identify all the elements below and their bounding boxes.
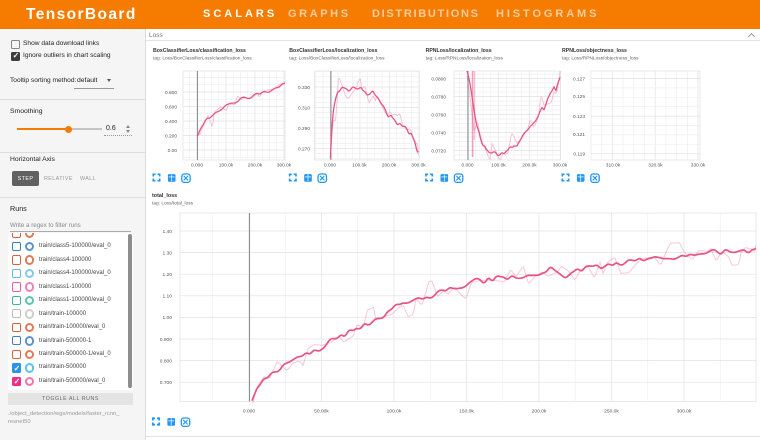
svg-text:330.0k: 330.0k <box>691 163 706 169</box>
svg-text:0.000: 0.000 <box>191 163 203 169</box>
svg-text:0.800: 0.800 <box>160 358 173 364</box>
svg-text:0.0740: 0.0740 <box>431 130 446 136</box>
svg-text:300.0k: 300.0k <box>553 163 568 169</box>
svg-text:0.310: 0.310 <box>298 105 310 111</box>
svg-text:100.0k: 100.0k <box>352 163 367 169</box>
svg-text:0.000: 0.000 <box>461 163 473 169</box>
svg-text:200.0k: 200.0k <box>522 163 537 169</box>
svg-text:0.000: 0.000 <box>324 163 336 169</box>
svg-text:250.0k: 250.0k <box>604 409 619 415</box>
svg-text:1.10: 1.10 <box>162 294 172 300</box>
svg-text:0.900: 0.900 <box>160 337 173 343</box>
svg-text:0.125: 0.125 <box>573 94 585 100</box>
svg-text:150.0k: 150.0k <box>459 409 474 415</box>
svg-text:0.00: 0.00 <box>168 148 178 154</box>
svg-text:310.0k: 310.0k <box>606 163 621 169</box>
svg-text:1.20: 1.20 <box>162 272 172 278</box>
svg-text:0.600: 0.600 <box>165 104 177 110</box>
svg-text:0.119: 0.119 <box>573 152 585 158</box>
svg-text:300.0k: 300.0k <box>677 409 692 415</box>
svg-text:RPNLoss/localization_loss: RPNLoss/localization_loss <box>426 48 492 54</box>
svg-text:0.127: 0.127 <box>573 76 585 82</box>
svg-text:0.0720: 0.0720 <box>431 148 446 154</box>
svg-text:0.290: 0.290 <box>298 126 310 132</box>
svg-text:200.0k: 200.0k <box>532 409 547 415</box>
svg-text:200.0k: 200.0k <box>248 163 263 169</box>
svg-text:1.40: 1.40 <box>162 229 172 235</box>
svg-text:tag: Loss/BoxClassifierLoss/cl: tag: Loss/BoxClassifierLoss/classificati… <box>153 56 252 62</box>
svg-text:BoxClassifierLoss/localization: BoxClassifierLoss/localization_loss <box>289 48 377 54</box>
svg-text:1.00: 1.00 <box>162 315 172 321</box>
svg-text:0.000: 0.000 <box>243 409 256 415</box>
svg-text:0.0780: 0.0780 <box>431 94 446 100</box>
svg-text:total_loss: total_loss <box>152 193 177 199</box>
svg-text:0.800: 0.800 <box>165 90 177 96</box>
svg-text:320.0k: 320.0k <box>648 163 663 169</box>
svg-text:50.00k: 50.00k <box>314 409 329 415</box>
svg-text:1.30: 1.30 <box>162 250 172 256</box>
svg-text:RPNLoss/objectness_loss: RPNLoss/objectness_loss <box>562 48 627 54</box>
svg-text:0.121: 0.121 <box>573 132 585 138</box>
svg-text:tag: Loss/BoxClassifierLoss/lo: tag: Loss/BoxClassifierLoss/localization… <box>289 56 385 62</box>
svg-text:0.200: 0.200 <box>165 133 177 139</box>
svg-text:tag: Loss/RPNLoss/objectness_l: tag: Loss/RPNLoss/objectness_loss <box>562 56 639 62</box>
svg-text:BoxClassifierLoss/classificati: BoxClassifierLoss/classification_loss <box>153 48 246 54</box>
svg-text:tag: Loss/total_loss: tag: Loss/total_loss <box>152 201 194 207</box>
svg-text:0.123: 0.123 <box>573 114 585 120</box>
svg-text:100.0k: 100.0k <box>387 409 402 415</box>
svg-text:0.400: 0.400 <box>165 119 177 125</box>
svg-text:100.0k: 100.0k <box>219 163 234 169</box>
svg-text:tag: Loss/RPNLoss/localization: tag: Loss/RPNLoss/localization_loss <box>426 56 504 62</box>
svg-text:100.0k: 100.0k <box>491 163 506 169</box>
svg-text:0.0760: 0.0760 <box>431 112 446 118</box>
svg-text:0.270: 0.270 <box>298 146 310 152</box>
svg-text:300.0k: 300.0k <box>411 163 426 169</box>
svg-text:0.330: 0.330 <box>298 85 310 91</box>
svg-text:0.0800: 0.0800 <box>431 76 446 82</box>
svg-text:200.0k: 200.0k <box>382 163 397 169</box>
svg-text:300.0k: 300.0k <box>277 163 292 169</box>
svg-text:0.700: 0.700 <box>160 380 173 386</box>
